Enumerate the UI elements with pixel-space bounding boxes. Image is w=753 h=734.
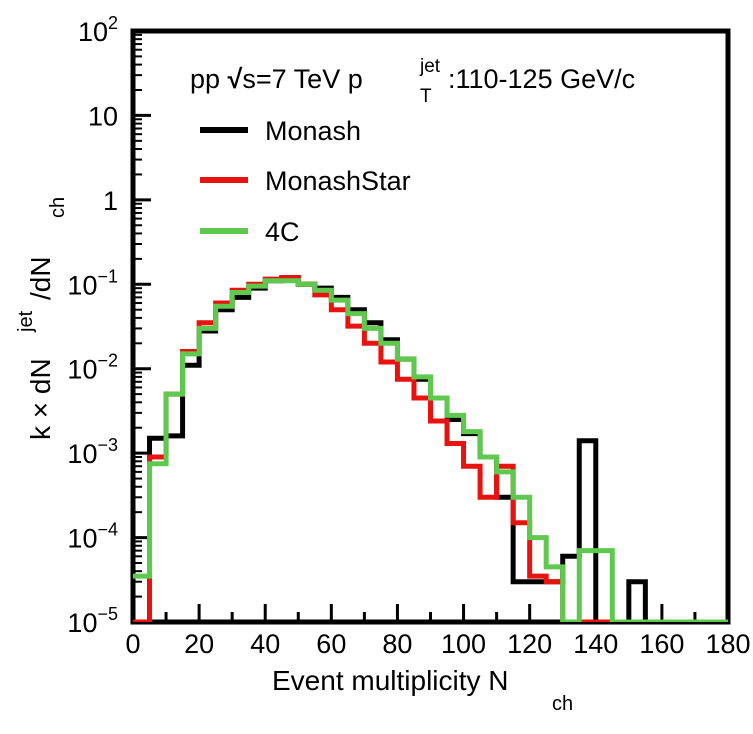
y-tick-label: 10 — [88, 101, 118, 131]
y-tick-exp: −3 — [97, 435, 118, 455]
y-tick-base: 10 — [67, 608, 97, 638]
y-tick-label: 10−2 — [67, 351, 118, 385]
x-axis-title-sub: ch — [552, 693, 573, 715]
y-tick-base: 10 — [67, 439, 97, 469]
y-axis-title-sub: ch — [47, 197, 69, 218]
y-tick-exp: −4 — [97, 520, 118, 540]
x-tick-label: 140 — [573, 629, 618, 659]
x-tick-label: 60 — [316, 629, 346, 659]
y-tick-exp: −5 — [97, 604, 118, 624]
annotation-prefix: pp — [190, 64, 228, 94]
y-tick-base: 10 — [78, 17, 108, 47]
annotation-pt-sub: T — [420, 86, 432, 107]
y-axis-title-part2: /dN — [25, 256, 56, 300]
series-line-4c — [133, 278, 728, 622]
x-tick-label: 20 — [184, 629, 214, 659]
y-tick-label: 1 — [103, 186, 118, 216]
y-tick-label: 102 — [78, 13, 118, 47]
y-tick-exp: 2 — [108, 13, 118, 33]
x-tick-labels: 0 20 40 60 80 100 120 140 160 180 — [125, 629, 750, 659]
annotation-pt-base: p — [348, 64, 363, 94]
annotation-sqrt-arg: s — [242, 64, 256, 94]
x-tick-label: 100 — [441, 629, 486, 659]
x-tick-label: 80 — [382, 629, 412, 659]
y-tick-base: 10 — [67, 270, 97, 300]
y-axis-title-part1: k × dN — [25, 358, 56, 440]
annotation-energy: =7 TeV — [256, 64, 348, 94]
annotation-sqrt-symbol: √ — [228, 64, 243, 94]
legend-label: MonashStar — [265, 166, 411, 196]
y-tick-label: 10−1 — [67, 266, 118, 300]
x-tick-label: 120 — [507, 629, 552, 659]
annotation-text: pp √s=7 TeV p — [190, 64, 363, 94]
x-tick-label: 40 — [250, 629, 280, 659]
legend: Monash MonashStar 4C — [200, 116, 411, 247]
annotation-pt-sup: jet — [419, 56, 441, 77]
y-tick-exp: −1 — [97, 266, 118, 286]
y-axis-title: k × dN jet /dN ch — [15, 197, 69, 440]
svg-text:k × dN: k × dN — [25, 358, 56, 440]
legend-label: 4C — [265, 217, 300, 247]
x-tick-label: 0 — [125, 629, 140, 659]
y-tick-base: 10 — [67, 355, 97, 385]
series-group — [133, 275, 728, 622]
x-tick-label: 180 — [705, 629, 750, 659]
legend-label: Monash — [265, 116, 361, 146]
y-tick-base: 10 — [67, 524, 97, 554]
y-tick-label: 10−4 — [67, 520, 118, 554]
y-tick-exp: −2 — [97, 351, 118, 371]
axis-ticks — [131, 29, 730, 624]
annotation-pt-range: :110-125 GeV/c — [448, 64, 635, 94]
x-axis-title: Event multiplicity N — [272, 665, 509, 696]
y-tick-label: 10−3 — [67, 435, 118, 469]
y-axis-title-sup: jet — [15, 310, 37, 333]
y-tick-label: 10−5 — [67, 604, 118, 638]
x-tick-label: 160 — [639, 629, 684, 659]
